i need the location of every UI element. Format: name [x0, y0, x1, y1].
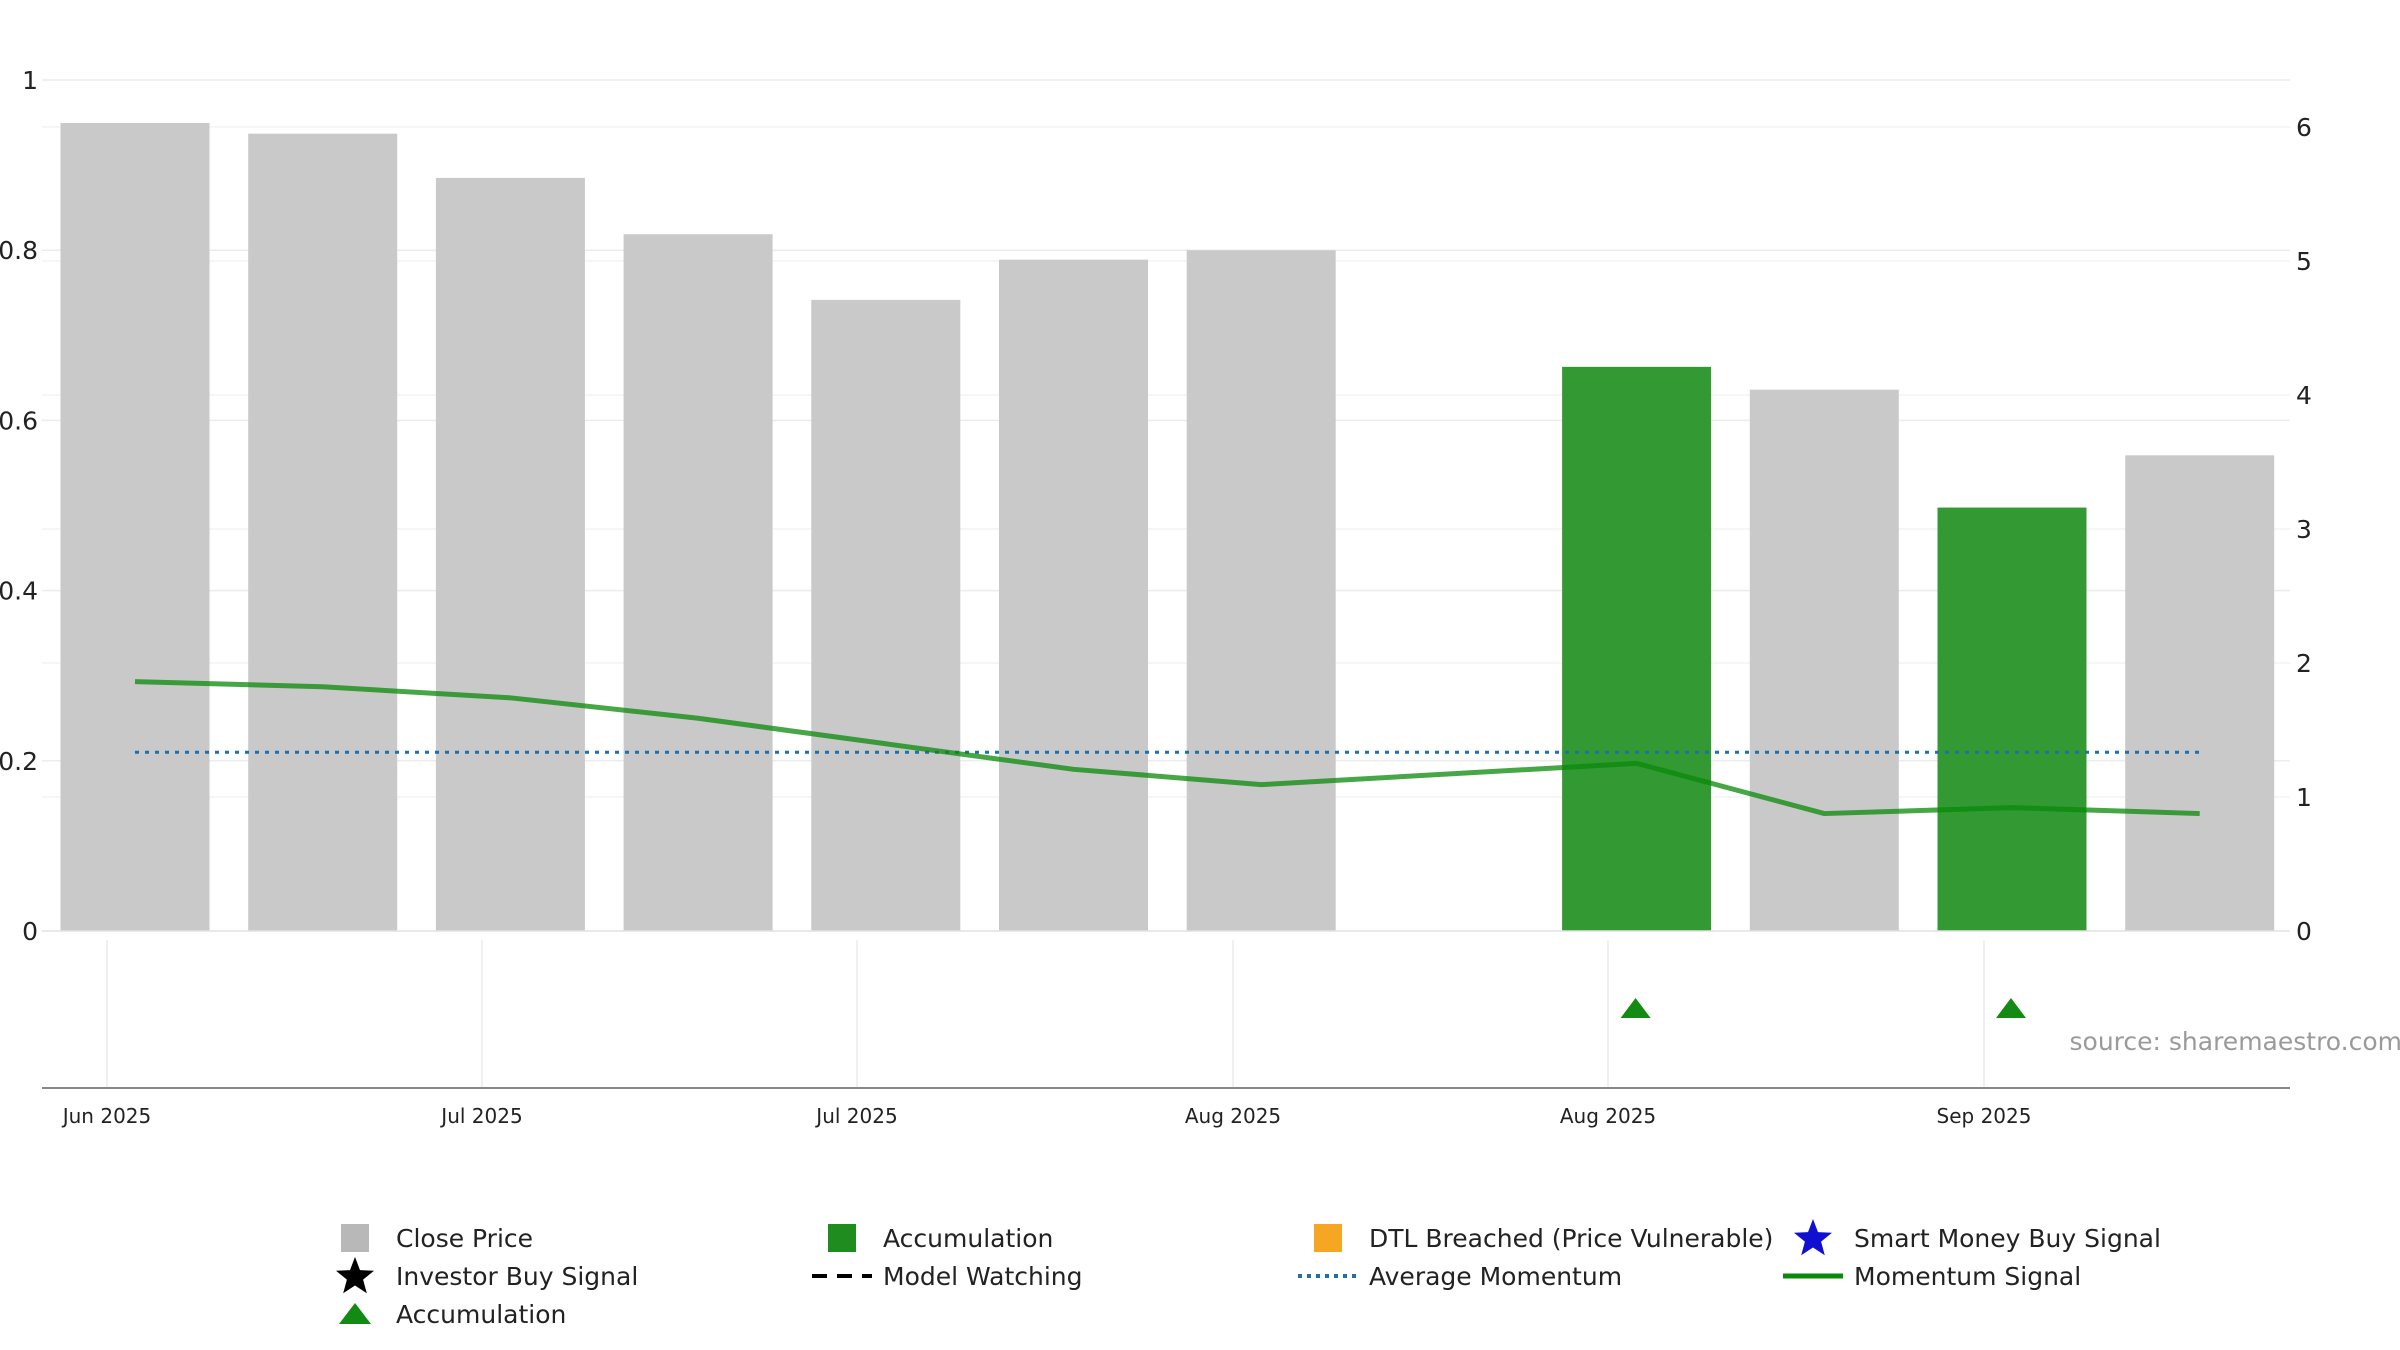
- y-tick-label-left: 0.8: [0, 236, 38, 265]
- legend-label: Accumulation: [396, 1300, 566, 1329]
- legend-swatch-square: [1314, 1224, 1342, 1252]
- y-tick-label-right: 0: [2296, 917, 2312, 946]
- x-tick-label: Aug 2025: [1185, 1104, 1281, 1128]
- y-tick-label-left: 0.6: [0, 406, 38, 435]
- legend-label: Average Momentum: [1369, 1262, 1622, 1291]
- legend-swatch-square: [341, 1224, 369, 1252]
- bar-close-price: [248, 133, 398, 931]
- x-tick-label: Aug 2025: [1560, 1104, 1656, 1128]
- y-tick-label-right: 2: [2296, 649, 2312, 678]
- bar-close-price: [811, 299, 961, 931]
- legend-label: Smart Money Buy Signal: [1854, 1224, 2161, 1253]
- legend-label: Model Watching: [883, 1262, 1083, 1291]
- bar-close-price: [1186, 250, 1336, 931]
- y-tick-label-left: 1: [22, 66, 38, 95]
- legend-swatch-star-icon: [1794, 1219, 1832, 1256]
- bar-close-price: [1749, 389, 1899, 931]
- momentum-signal-line: [134, 679, 2200, 817]
- y-tick-label-left: 0.2: [0, 747, 38, 776]
- legend-swatch-square: [828, 1224, 856, 1252]
- accumulation-marker: [1996, 998, 2026, 1018]
- x-tick-label: Jun 2025: [61, 1104, 152, 1128]
- x-tick-label: Jul 2025: [814, 1104, 897, 1128]
- legend-swatch-star-icon: [336, 1257, 374, 1294]
- legend-label: Accumulation: [883, 1224, 1053, 1253]
- bar-close-price: [999, 259, 1148, 931]
- source-label: source: sharemaestro.com: [2070, 1027, 2400, 1056]
- bar-close-price: [60, 122, 210, 932]
- legend-label: DTL Breached (Price Vulnerable): [1369, 1224, 1773, 1253]
- bar-close-price: [435, 177, 585, 932]
- y-tick-label-right: 5: [2296, 247, 2312, 276]
- bar-close-price: [1562, 366, 1712, 931]
- bar-close-price: [1937, 507, 2087, 931]
- y-tick-label-right: 1: [2296, 783, 2312, 812]
- x-tick-label: Jul 2025: [439, 1104, 522, 1128]
- bar-close-price: [2125, 455, 2275, 931]
- y-tick-label-left: 0.4: [0, 577, 38, 606]
- legend-label: Investor Buy Signal: [396, 1262, 638, 1291]
- x-tick-label: Sep 2025: [1937, 1104, 2032, 1128]
- legend-label: Momentum Signal: [1854, 1262, 2081, 1291]
- legend-label: Close Price: [396, 1224, 533, 1253]
- y-tick-label-right: 4: [2296, 381, 2312, 410]
- accumulation-marker: [1620, 998, 1651, 1018]
- bar-close-price: [623, 234, 773, 931]
- y-tick-label-left: 0: [22, 917, 38, 946]
- y-tick-label-right: 6: [2296, 113, 2312, 142]
- y-tick-label-right: 3: [2296, 515, 2312, 544]
- legend-swatch-triangle-icon: [339, 1303, 371, 1324]
